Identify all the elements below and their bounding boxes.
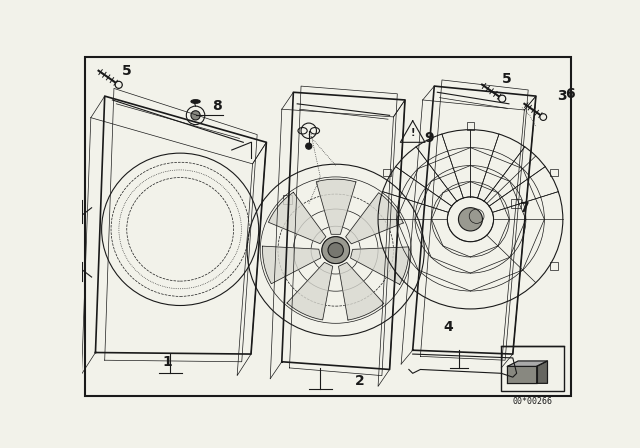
Bar: [550, 262, 557, 270]
Text: 5: 5: [122, 65, 131, 78]
Polygon shape: [537, 361, 547, 383]
Text: 7: 7: [519, 201, 529, 215]
Text: 9: 9: [424, 131, 434, 145]
Bar: [501, 346, 564, 391]
Polygon shape: [287, 263, 333, 320]
Text: 6: 6: [565, 87, 575, 101]
Circle shape: [500, 96, 504, 101]
Ellipse shape: [328, 243, 344, 258]
Ellipse shape: [322, 237, 349, 263]
Polygon shape: [262, 246, 321, 284]
Text: 1: 1: [163, 355, 172, 369]
Text: !: !: [410, 129, 415, 138]
Circle shape: [499, 95, 506, 102]
Polygon shape: [508, 366, 537, 383]
Text: 3: 3: [557, 89, 567, 103]
Circle shape: [541, 115, 545, 119]
Ellipse shape: [458, 208, 483, 231]
Circle shape: [116, 82, 121, 87]
Ellipse shape: [191, 111, 200, 120]
Bar: [511, 198, 520, 208]
Bar: [550, 169, 557, 177]
Text: 5: 5: [502, 72, 512, 86]
Ellipse shape: [306, 143, 312, 149]
Bar: [383, 169, 391, 177]
Text: 2: 2: [355, 374, 365, 388]
Polygon shape: [316, 179, 356, 234]
Polygon shape: [351, 247, 409, 284]
Text: 4: 4: [444, 320, 453, 334]
Bar: [283, 195, 292, 204]
Text: 8: 8: [212, 99, 222, 113]
Polygon shape: [346, 193, 403, 244]
Circle shape: [115, 82, 122, 88]
Polygon shape: [339, 263, 384, 320]
Ellipse shape: [191, 99, 200, 103]
Bar: [467, 122, 474, 130]
Circle shape: [540, 114, 547, 121]
Polygon shape: [268, 192, 326, 244]
Polygon shape: [508, 361, 547, 366]
Text: 00*00266: 00*00266: [513, 397, 553, 406]
